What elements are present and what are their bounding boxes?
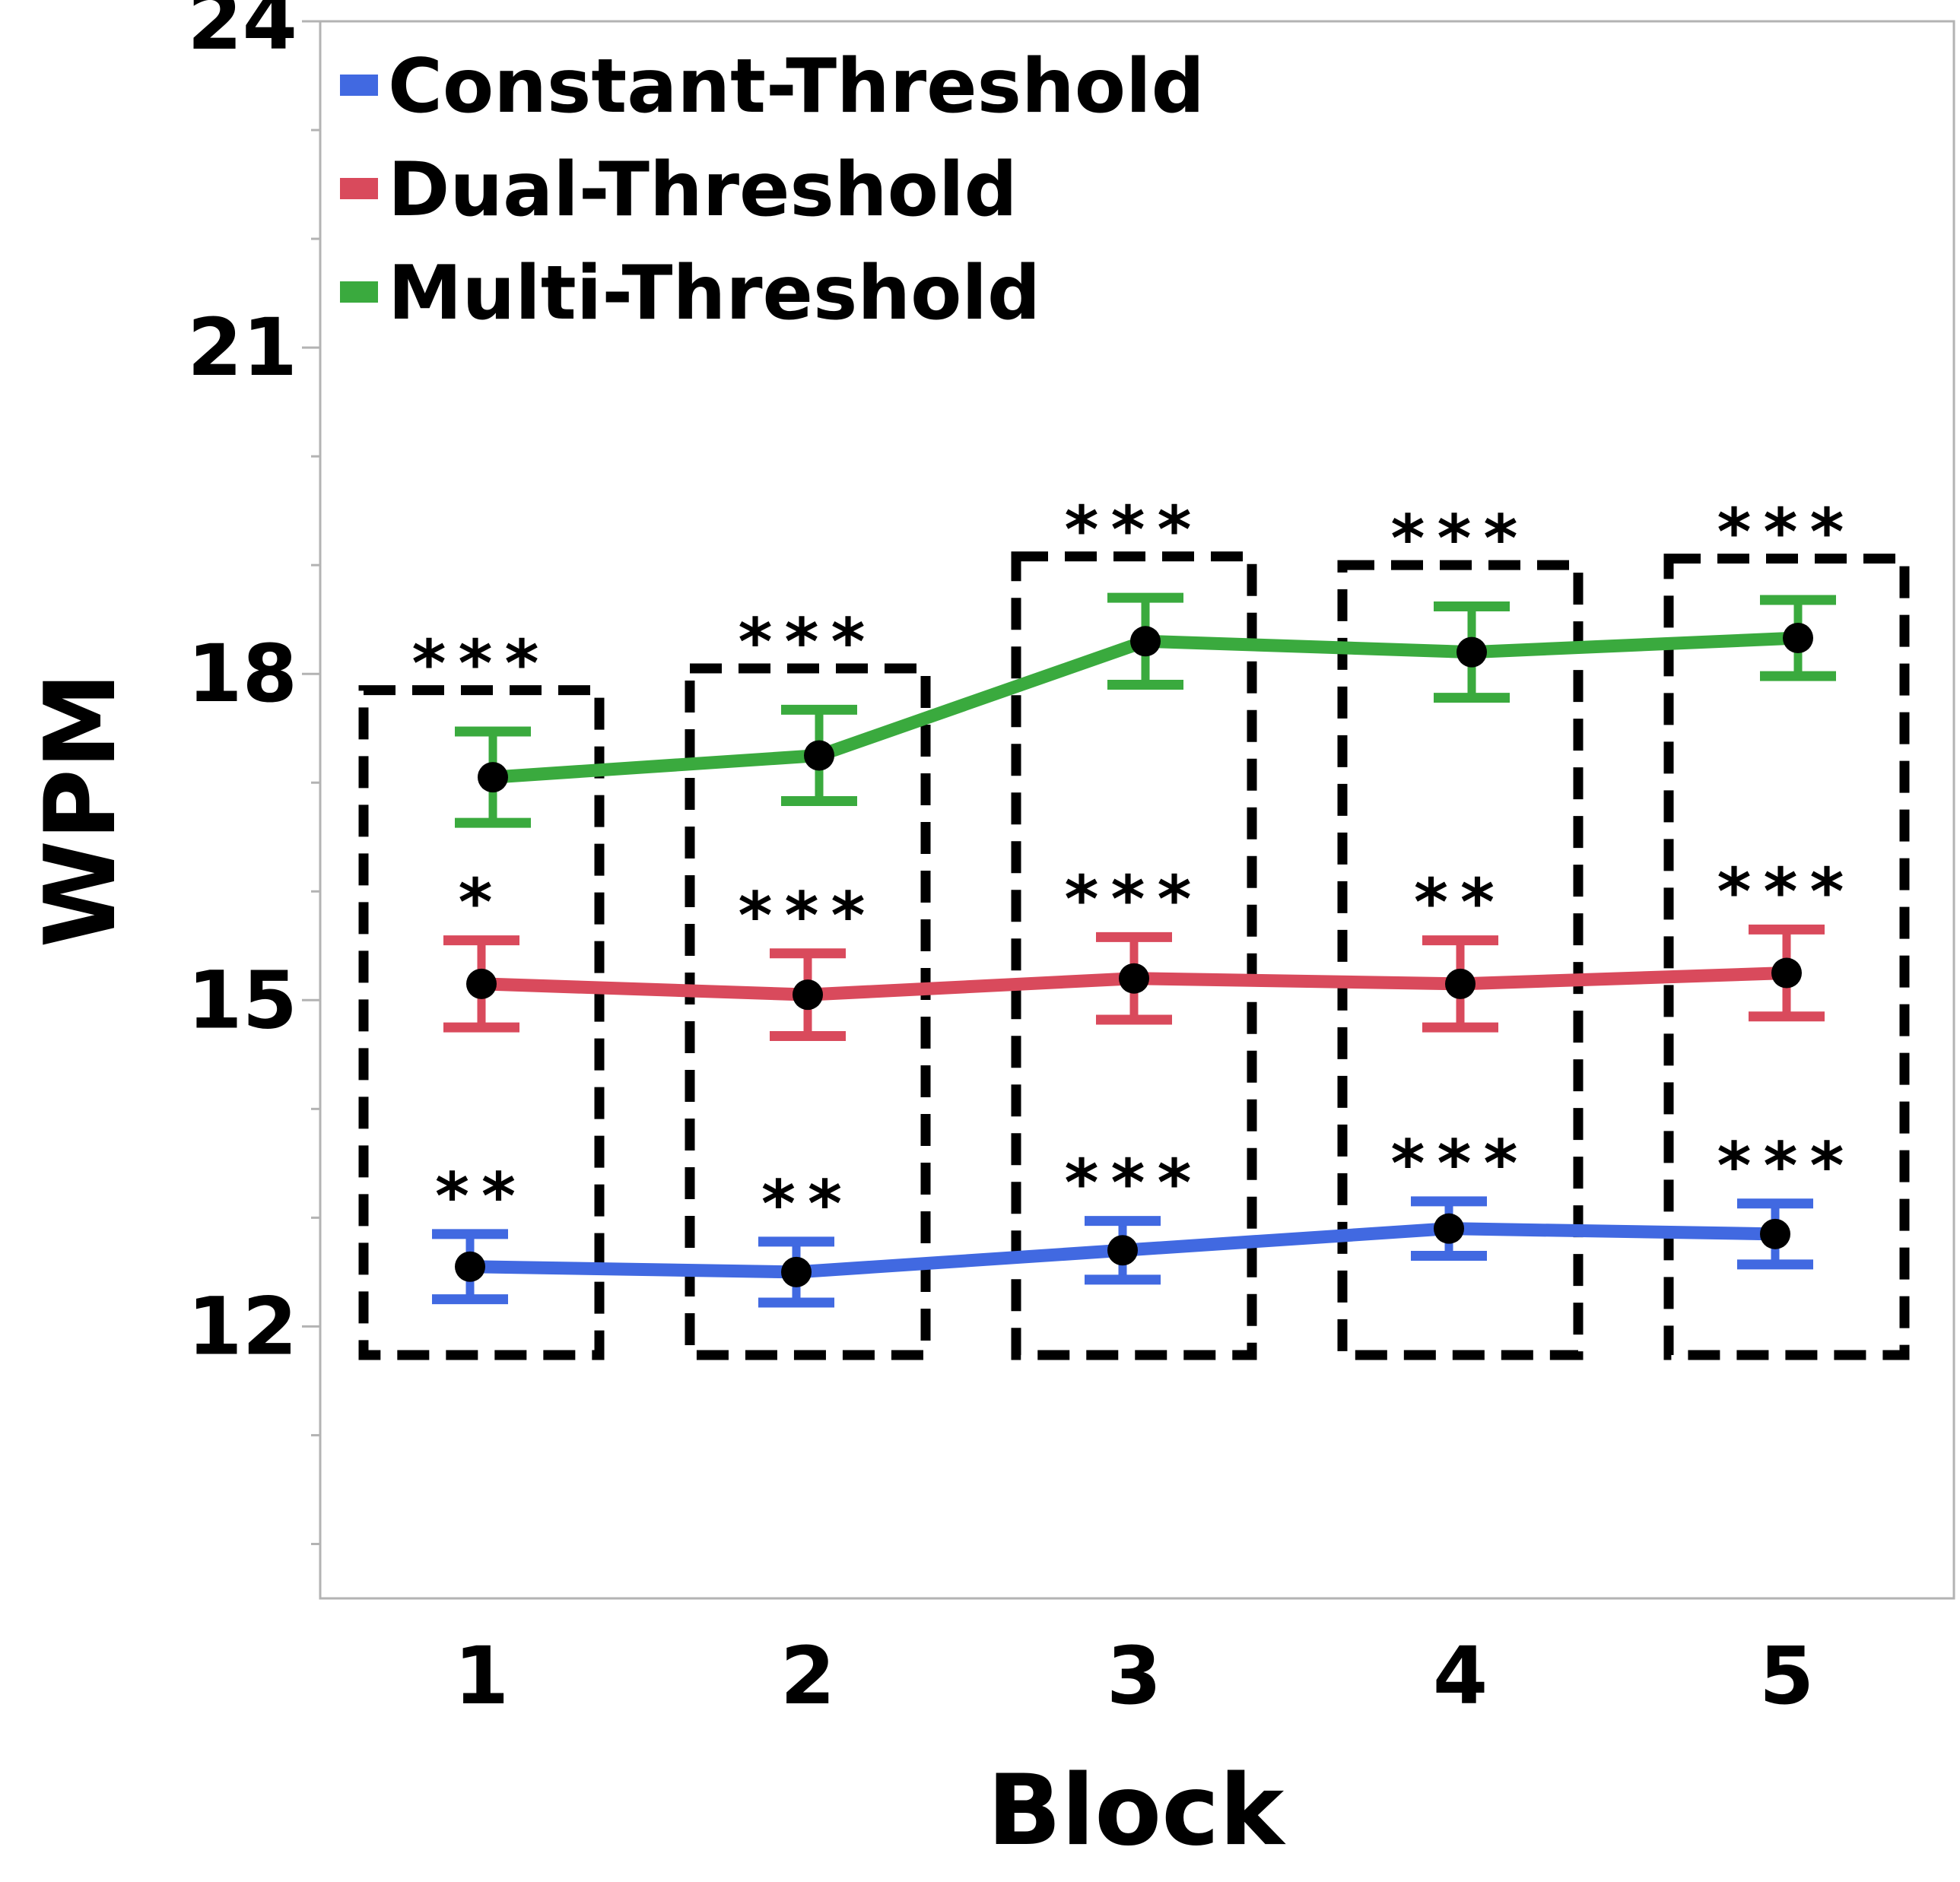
significance-label: *** [1065,1146,1204,1222]
data-point [1456,636,1487,668]
data-point [455,1251,485,1282]
significance-label: *** [1065,862,1204,938]
significance-label: *** [1391,1126,1530,1202]
significance-label: *** [1717,495,1857,571]
significance-label: *** [1065,493,1204,569]
data-point [1760,1218,1790,1249]
data-point [1107,1235,1138,1266]
y-axis-title: WPM [24,672,138,947]
data-point [478,762,508,793]
significance-label: ** [435,1159,528,1235]
data-point [1783,623,1813,654]
y-axis: 12 15 18 21 24 [187,0,320,1545]
significance-box [358,685,605,1360]
y-tick-label: 18 [187,627,297,720]
significance-label: ** [761,1166,854,1243]
significance-box [1337,560,1584,1360]
legend-label: Multi-Threshold [388,250,1040,337]
significance-label: *** [412,627,551,703]
significance-label: *** [739,878,878,954]
legend: Constant-Threshold Dual-Threshold Multi-Th… [340,43,1205,337]
significance-label: *** [739,605,878,681]
significance-box [685,663,931,1360]
x-tick-label: 1 [454,1630,509,1722]
legend-label: Constant-Threshold [388,43,1205,130]
data-points [455,623,1813,1287]
significance-box [1663,554,1910,1360]
legend-swatch [340,178,378,199]
data-point [466,968,497,999]
x-tick-label: 3 [1107,1630,1161,1722]
y-tick-label: 24 [187,0,297,68]
significance-label: * [459,865,505,941]
x-axis-title: Block [987,1754,1286,1868]
x-tick-label: 2 [780,1630,835,1722]
significance-boxes [358,551,1910,1360]
significance-label: *** [1717,1128,1857,1204]
data-point [793,979,823,1011]
x-tick-label: 4 [1433,1630,1488,1722]
x-axis: 1 2 3 4 5 [454,1630,1814,1722]
y-tick-label: 12 [187,1280,297,1373]
x-tick-label: 5 [1759,1630,1814,1722]
data-point [781,1256,812,1287]
data-point [1445,968,1476,999]
legend-swatch [340,75,378,96]
data-point [804,740,834,771]
plot-frame [319,20,1955,1600]
significance-label: *** [1717,854,1857,930]
data-point [1771,957,1802,989]
data-point [1130,626,1161,657]
legend-swatch [340,281,378,303]
y-tick-label: 15 [187,954,297,1046]
y-tick-label: 21 [187,301,297,394]
data-point [1434,1213,1464,1244]
significance-label: *** [1391,501,1530,577]
significance-label: ** [1414,865,1507,941]
significance-labels: ** ** *** *** **** *** *** ** ****** ****** *** *** [412,493,1857,1243]
legend-label: Dual-Threshold [388,147,1018,233]
data-point [1119,963,1149,994]
significance-box [1011,551,1257,1360]
